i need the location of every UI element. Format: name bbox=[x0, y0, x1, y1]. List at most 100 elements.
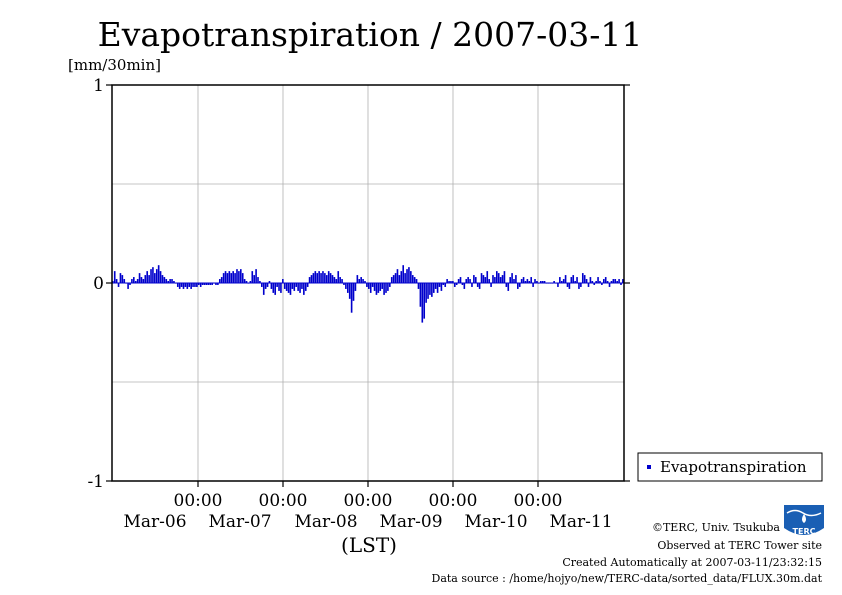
x-axis-label: (LST) bbox=[341, 533, 397, 557]
bar bbox=[446, 279, 448, 283]
bar bbox=[211, 283, 213, 285]
bar bbox=[499, 277, 502, 283]
bar bbox=[217, 283, 219, 285]
copyright-text: ©TERC, Univ. Tsukuba bbox=[652, 521, 780, 534]
bar bbox=[410, 271, 412, 283]
bar bbox=[255, 269, 257, 283]
bar bbox=[398, 275, 401, 283]
bar bbox=[450, 281, 452, 283]
bar bbox=[276, 283, 278, 287]
bar bbox=[438, 283, 441, 287]
bar bbox=[610, 281, 613, 283]
bar bbox=[497, 273, 500, 283]
bar bbox=[264, 283, 267, 289]
bar bbox=[505, 283, 508, 287]
bar bbox=[165, 279, 168, 283]
bar bbox=[127, 283, 129, 289]
bar bbox=[197, 283, 200, 285]
bar bbox=[515, 275, 517, 283]
bar bbox=[241, 273, 244, 283]
bar bbox=[251, 271, 254, 283]
bar bbox=[572, 275, 575, 283]
bar bbox=[371, 283, 374, 287]
bar bbox=[261, 283, 263, 287]
bar bbox=[484, 277, 487, 283]
bar bbox=[532, 283, 534, 287]
bar bbox=[180, 283, 183, 287]
site-text: Observed at TERC Tower site bbox=[657, 539, 822, 552]
bar bbox=[117, 283, 120, 287]
bar bbox=[161, 275, 164, 283]
bar bbox=[496, 271, 498, 283]
created-text: Created Automatically at 2007-03-11/23:3… bbox=[562, 556, 822, 569]
bar bbox=[243, 279, 246, 283]
bar bbox=[413, 277, 416, 283]
bar bbox=[146, 271, 149, 283]
bar bbox=[568, 283, 571, 289]
bar bbox=[587, 283, 590, 287]
bar bbox=[184, 283, 187, 287]
bar bbox=[301, 283, 303, 289]
bar bbox=[278, 283, 280, 291]
y-tick-label: 1 bbox=[93, 76, 104, 96]
y-tick-label: -1 bbox=[87, 472, 104, 492]
bar bbox=[576, 277, 578, 283]
bar bbox=[356, 275, 359, 283]
bar bbox=[620, 283, 622, 285]
bar bbox=[207, 283, 210, 285]
bar bbox=[453, 283, 456, 287]
bar bbox=[366, 283, 368, 287]
bar bbox=[562, 279, 565, 283]
bar bbox=[337, 271, 340, 283]
bar bbox=[411, 275, 414, 283]
bar bbox=[400, 271, 403, 283]
bar bbox=[526, 279, 529, 283]
bar bbox=[608, 283, 611, 287]
bar bbox=[245, 281, 248, 283]
bar bbox=[230, 273, 233, 283]
bar bbox=[553, 281, 555, 283]
bar bbox=[474, 277, 477, 283]
bar bbox=[348, 283, 351, 299]
bar bbox=[417, 283, 420, 289]
bar bbox=[602, 279, 605, 283]
bar bbox=[465, 279, 468, 283]
bar bbox=[190, 283, 192, 289]
bar bbox=[379, 283, 382, 291]
bar bbox=[142, 279, 145, 283]
bar bbox=[566, 283, 569, 287]
bar bbox=[543, 281, 546, 283]
bar bbox=[327, 271, 330, 283]
bar bbox=[429, 283, 431, 295]
bar bbox=[442, 283, 445, 285]
bar bbox=[377, 283, 380, 293]
bar bbox=[421, 283, 424, 323]
bar bbox=[473, 275, 475, 283]
bar bbox=[455, 283, 458, 285]
data-source-text: Data source : /home/hojyo/new/TERC-data/… bbox=[432, 572, 823, 585]
terc-logo-drop bbox=[802, 514, 806, 523]
bar bbox=[178, 283, 181, 289]
bar bbox=[423, 283, 426, 319]
bar bbox=[306, 283, 309, 287]
bar bbox=[215, 283, 217, 285]
bar bbox=[291, 283, 294, 289]
bar bbox=[238, 271, 240, 283]
bar bbox=[476, 283, 479, 287]
bar bbox=[257, 277, 259, 283]
bar bbox=[364, 281, 366, 283]
terc-logo-text: TERC bbox=[793, 527, 816, 536]
bar bbox=[312, 273, 315, 283]
y-axis-unit: [mm/30min] bbox=[68, 56, 161, 74]
bar bbox=[218, 279, 221, 283]
bar bbox=[203, 283, 206, 285]
bar bbox=[352, 283, 355, 301]
bar bbox=[345, 283, 347, 289]
terc-logo: TERC bbox=[784, 505, 824, 536]
bar bbox=[249, 281, 252, 283]
bar bbox=[507, 283, 510, 291]
bar bbox=[415, 279, 418, 283]
bar bbox=[346, 283, 349, 293]
x-time-label: 00:00 bbox=[344, 491, 393, 511]
bar bbox=[259, 281, 261, 283]
